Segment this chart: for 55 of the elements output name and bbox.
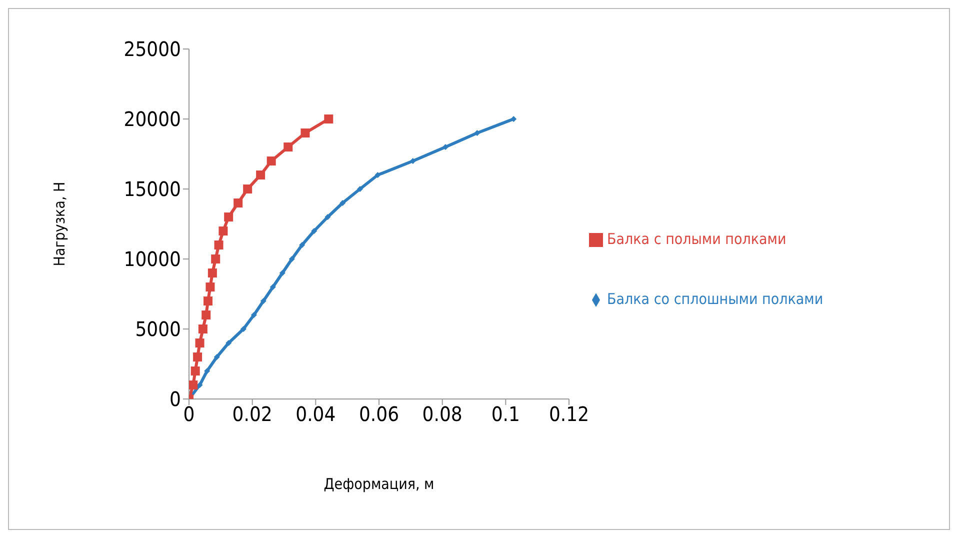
point [211, 254, 220, 264]
legend-label: Балка со сплошными полками [607, 290, 824, 308]
point [243, 184, 252, 194]
point [218, 226, 228, 236]
point [214, 240, 224, 250]
x-tick-label: 0.08 [422, 402, 462, 426]
y-tick-label: 15000 [124, 177, 181, 202]
point [260, 298, 266, 304]
point [311, 228, 318, 234]
point [279, 270, 286, 276]
point [198, 324, 208, 334]
point [510, 116, 517, 122]
x-axis-title: Деформация, м [324, 475, 434, 493]
point [190, 366, 200, 376]
point [288, 256, 295, 262]
legend-label: Балка с полыми полками [607, 230, 786, 248]
point [204, 296, 212, 306]
point [284, 142, 293, 152]
point [250, 312, 257, 318]
point [324, 214, 331, 220]
y-tick-label: 5000 [135, 317, 181, 342]
point [195, 338, 204, 348]
point [300, 128, 310, 138]
y-axis-title: Нагрузка, Н [50, 182, 68, 266]
point [224, 212, 234, 222]
point [208, 268, 217, 278]
point [214, 354, 220, 360]
y-tick-label: 20000 [124, 107, 181, 132]
point [189, 380, 198, 390]
point [410, 158, 416, 164]
point [357, 186, 363, 192]
point [299, 242, 306, 248]
x-tick-label: 0.1 [491, 402, 520, 426]
y-tick-label: 0 [170, 387, 181, 412]
x-tick-label: 0.04 [296, 402, 336, 426]
point [226, 340, 232, 346]
point [374, 172, 381, 178]
point [206, 282, 215, 292]
x-tick-label: 0.06 [358, 402, 400, 426]
point [340, 200, 346, 206]
point [234, 198, 243, 208]
y-tick-label: 10000 [124, 247, 181, 272]
point [324, 114, 334, 124]
point [202, 310, 211, 320]
x-tick-label: 0.02 [232, 402, 272, 426]
point [240, 326, 246, 332]
point [204, 368, 210, 374]
point [270, 284, 276, 290]
point [266, 156, 276, 166]
y-tick-label: 25000 [124, 37, 181, 62]
point [442, 144, 448, 150]
x-tick-label: 0.12 [548, 402, 590, 426]
point [193, 352, 202, 362]
point [256, 170, 266, 180]
point [474, 130, 480, 136]
